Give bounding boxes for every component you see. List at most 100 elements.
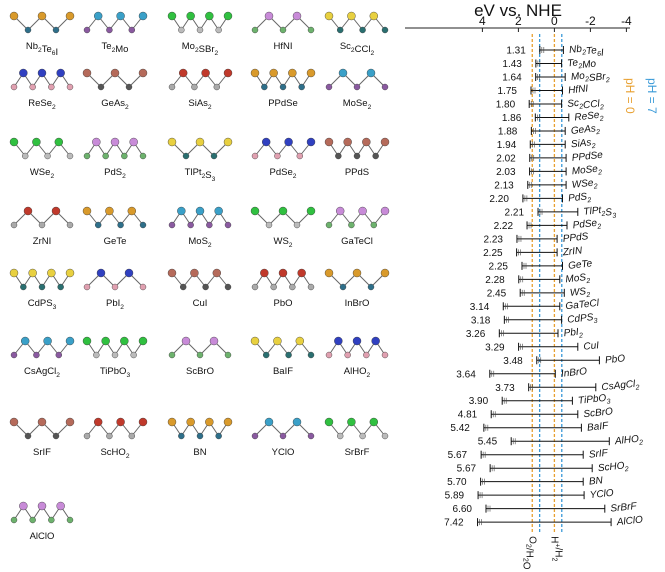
material-label: CdPS3 xyxy=(567,312,598,328)
atom xyxy=(178,68,188,78)
atom xyxy=(338,68,348,78)
structure xyxy=(83,417,148,440)
structure xyxy=(168,336,232,359)
material-label: AlHO2 xyxy=(613,433,643,449)
atom xyxy=(139,152,147,160)
material-label: AlClO xyxy=(615,514,643,528)
structure-label: ReSe2 xyxy=(28,98,56,111)
atom xyxy=(353,83,361,91)
structure xyxy=(168,68,233,91)
atom xyxy=(214,206,223,216)
atom xyxy=(94,221,102,229)
structure-label: YClO xyxy=(272,447,295,458)
atom xyxy=(381,432,389,440)
atom xyxy=(223,11,233,21)
atom xyxy=(110,137,120,147)
atom xyxy=(278,206,288,216)
structure xyxy=(167,417,233,440)
atom xyxy=(196,351,204,359)
atom xyxy=(117,221,124,229)
structure xyxy=(83,137,147,160)
atom xyxy=(167,417,177,427)
structure xyxy=(251,11,315,34)
atom xyxy=(278,268,288,278)
atom xyxy=(339,283,347,291)
atom xyxy=(348,221,355,229)
structure-label: PdSe2 xyxy=(270,167,297,180)
structure-label: Sc2CCl2 xyxy=(340,41,375,57)
atom xyxy=(265,221,273,229)
gap-label: 1.86 xyxy=(502,113,522,124)
atom xyxy=(19,68,28,78)
atom xyxy=(105,206,114,216)
atom xyxy=(128,26,136,34)
atom xyxy=(335,152,342,160)
material-label: PbI2 xyxy=(563,326,583,341)
material-label: BaIF xyxy=(587,420,610,433)
gap-label: 3.90 xyxy=(469,396,489,407)
material-label: MoSe2 xyxy=(571,163,602,179)
atom xyxy=(337,432,344,440)
atom xyxy=(293,221,301,229)
material-label: InBrO xyxy=(560,366,587,380)
structure-label: AlClO xyxy=(30,531,55,542)
structure-label: CuI xyxy=(193,298,208,309)
gap-label: 2.25 xyxy=(483,248,503,259)
structure-label: PdS2 xyxy=(104,167,126,180)
structure-label: SiAs2 xyxy=(188,98,212,111)
atom xyxy=(116,417,125,427)
atom xyxy=(307,26,315,34)
structure xyxy=(251,137,316,160)
structure xyxy=(9,268,75,291)
structure-label: CdPS3 xyxy=(28,298,57,311)
atom xyxy=(190,268,199,278)
structure xyxy=(324,137,390,160)
atom xyxy=(380,206,390,216)
atom xyxy=(298,83,305,91)
atom xyxy=(273,336,282,346)
atom xyxy=(279,83,287,91)
atom xyxy=(325,351,333,359)
atom xyxy=(324,137,334,147)
atom xyxy=(97,83,105,91)
x-tick-label: 4 xyxy=(479,14,486,28)
atom xyxy=(274,152,281,160)
atom xyxy=(212,268,222,278)
atom xyxy=(215,432,222,440)
atom xyxy=(168,351,176,359)
atom xyxy=(37,11,47,21)
atom xyxy=(138,11,148,21)
x-tick-label: 2 xyxy=(515,14,522,28)
gap-label: 4.81 xyxy=(458,410,478,421)
structure xyxy=(325,336,389,359)
atom xyxy=(106,26,113,34)
atom xyxy=(52,432,60,440)
structure xyxy=(250,336,315,359)
atom xyxy=(96,268,106,278)
atom xyxy=(55,351,62,359)
atom xyxy=(139,221,147,229)
atom xyxy=(48,516,55,524)
structure-label: ScHO2 xyxy=(100,447,129,460)
atom xyxy=(187,221,194,229)
atom xyxy=(43,336,52,346)
atom xyxy=(307,351,315,359)
gap-label: 2.21 xyxy=(505,207,525,218)
atom xyxy=(178,26,185,34)
atom xyxy=(324,268,334,278)
structure-label: GeTe xyxy=(104,236,127,247)
atom xyxy=(251,152,259,160)
gap-label: 1.94 xyxy=(497,140,517,151)
structure xyxy=(10,68,74,91)
material-label: TlPt2S3 xyxy=(583,204,617,223)
atom xyxy=(324,417,334,427)
atom xyxy=(29,516,36,524)
material-label: PdSe2 xyxy=(572,217,602,233)
atom xyxy=(167,268,177,278)
atom xyxy=(307,283,315,291)
atom xyxy=(292,417,302,427)
atom xyxy=(347,417,356,427)
atom xyxy=(367,283,375,291)
structure-label: PPdS xyxy=(345,167,369,178)
structure xyxy=(324,268,390,291)
